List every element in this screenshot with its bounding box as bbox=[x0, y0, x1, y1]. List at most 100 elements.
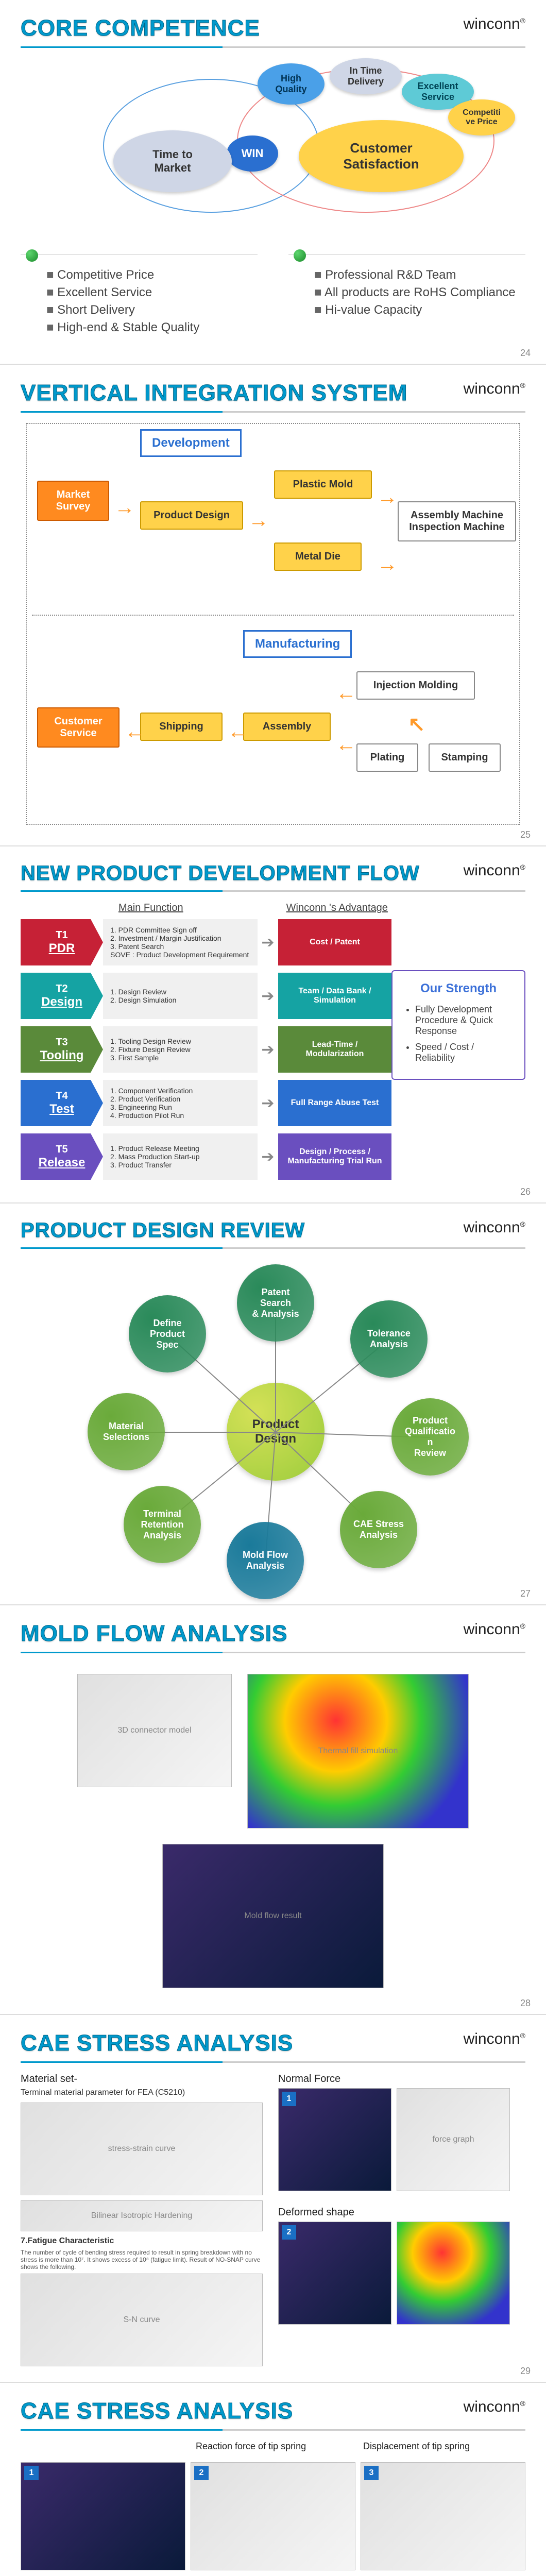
npd-row: T1PDR 1. PDR Committee Sign off2. Invest… bbox=[21, 919, 525, 965]
stage-badge: T5Release bbox=[21, 1133, 103, 1180]
arrow-icon: ➔ bbox=[258, 919, 278, 965]
right-bullet-box: Professional R&D Team All products are Ro… bbox=[288, 254, 525, 348]
deformed-shape-heading: Deformed shape bbox=[278, 2207, 520, 2218]
brand-logo: winconn® bbox=[464, 1219, 525, 1236]
bullet-item: Competitive Price bbox=[46, 268, 252, 282]
brand-logo: winconn® bbox=[464, 2398, 525, 2416]
bilinear-table: Bilinear Isotropic Hardening bbox=[21, 2200, 263, 2231]
slide-cae-2: CAE STRESS ANALYSIS winconn® Reaction fo… bbox=[0, 2383, 546, 2576]
reaction-force-label: Reaction force of tip spring bbox=[196, 2441, 358, 2452]
arrow-icon: → bbox=[248, 509, 269, 532]
stage-badge: T1PDR bbox=[21, 919, 103, 965]
oval-cust: Customer Satisfaction bbox=[299, 120, 464, 192]
page-number: 27 bbox=[520, 1588, 531, 1599]
flow-node-st: Stamping bbox=[429, 743, 501, 772]
flow-node-am: Assembly Machine Inspection Machine bbox=[398, 501, 516, 541]
npd-row: T5Release 1. Product Release Meeting2. M… bbox=[21, 1133, 525, 1180]
review-node: Mold Flow Analysis bbox=[227, 1522, 304, 1599]
material-set-heading: Material set- bbox=[21, 2073, 263, 2085]
arrow-icon: ➔ bbox=[258, 1133, 278, 1180]
slide-title: CAE STRESS ANALYSIS bbox=[21, 2398, 293, 2424]
page-number: 24 bbox=[520, 348, 531, 359]
stage-functions: 1. Design Review2. Design Simulation bbox=[103, 973, 258, 1019]
force-shape-col: Normal Force 1 force graph Deformed shap… bbox=[278, 2073, 520, 2366]
slide-title: CORE COMPETENCE bbox=[21, 15, 260, 41]
slide-mold-flow: MOLD FLOW ANALYSIS winconn® 3D connector… bbox=[0, 1605, 546, 2015]
normal-force-graph: force graph bbox=[397, 2088, 510, 2191]
stage-advantage: Team / Data Bank / Simulation bbox=[278, 973, 391, 1019]
strength-title: Our Strength bbox=[403, 981, 514, 996]
displacement-label: Displacement of tip spring bbox=[363, 2441, 525, 2452]
oval-it: In Time Delivery bbox=[330, 58, 402, 94]
mold-flow-images: 3D connector modelThermal fill simulatio… bbox=[21, 1664, 525, 1998]
page-number: 29 bbox=[520, 2366, 531, 2377]
page-number: 28 bbox=[520, 1998, 531, 2009]
brand-logo: winconn® bbox=[464, 380, 525, 398]
left-bullet-box: Competitive Price Excellent Service Short … bbox=[21, 254, 258, 348]
flow-node-ms: Market Survey bbox=[37, 481, 109, 521]
simulation-image: Mold flow result bbox=[162, 1844, 384, 1988]
slide-cae-1: CAE STRESS ANALYSIS winconn® Material se… bbox=[0, 2015, 546, 2383]
normal-force-heading: Normal Force bbox=[278, 2073, 520, 2085]
strength-item: Fully Development Procedure & Quick Resp… bbox=[415, 1004, 514, 1037]
arrow-icon: ➔ bbox=[258, 1080, 278, 1126]
arrow-icon: ← bbox=[125, 720, 145, 743]
flow-node-im: Injection Molding bbox=[356, 671, 475, 700]
slide-vertical-integration: VERTICAL INTEGRATION SYSTEM winconn® Dev… bbox=[0, 365, 546, 846]
slide-title: PRODUCT DESIGN REVIEW bbox=[21, 1219, 305, 1242]
stage-badge: T4Test bbox=[21, 1080, 103, 1126]
slide-title: MOLD FLOW ANALYSIS bbox=[21, 1621, 287, 1647]
review-node: Patent Search & Analysis bbox=[237, 1264, 314, 1342]
oval-win: WIN bbox=[227, 135, 278, 172]
fatigue-note: The number of cycle of bending stress re… bbox=[21, 2249, 263, 2270]
bullet-item: Short Delivery bbox=[46, 303, 252, 317]
normal-force-render: 1 bbox=[278, 2088, 391, 2191]
bullet-item: Excellent Service bbox=[46, 285, 252, 300]
integration-flow-diagram: DevelopmentManufacturingMarket SurveyPro… bbox=[26, 423, 520, 825]
stage-badge: T2Design bbox=[21, 973, 103, 1019]
stress-strain-chart: stress-strain curve bbox=[21, 2103, 263, 2195]
review-node: CAE Stress Analysis bbox=[340, 1491, 417, 1568]
stage-badge: T3Tooling bbox=[21, 1026, 103, 1073]
arrow-icon: → bbox=[377, 486, 398, 509]
stage-advantage: Full Range Abuse Test bbox=[278, 1080, 391, 1126]
arrow-icon: ➔ bbox=[258, 973, 278, 1019]
strength-item: Speed / Cost / Reliability bbox=[415, 1042, 514, 1063]
simulation-image: 3D connector model bbox=[77, 1674, 232, 1787]
flow-node-sh: Shipping bbox=[140, 713, 223, 741]
section-label-mfg: Manufacturing bbox=[243, 630, 352, 658]
arrow-icon: → bbox=[377, 553, 398, 576]
stage-advantage: Lead-Time / Modularization bbox=[278, 1026, 391, 1073]
flow-node-cs: Customer Service bbox=[37, 707, 120, 748]
cae-grid: 123Permanent Set-Simulation456 bbox=[21, 2452, 525, 2576]
page-number: 25 bbox=[520, 829, 531, 840]
deformed-render: 2 bbox=[278, 2222, 391, 2325]
design-review-radial: Product Design Patent Search & AnalysisT… bbox=[21, 1259, 525, 1589]
cae-result-image: 2 bbox=[191, 2462, 355, 2570]
material-param-label: Terminal material parameter for FEA (C52… bbox=[21, 2088, 263, 2097]
flow-node-pm: Plastic Mold bbox=[274, 470, 372, 499]
brand-logo: winconn® bbox=[464, 862, 525, 879]
arrow-icon: → bbox=[114, 496, 135, 519]
bullet-item: All products are RoHS Compliance bbox=[314, 285, 520, 300]
bullet-item: Professional R&D Team bbox=[314, 268, 520, 282]
slide-npd-flow: NEW PRODUCT DEVELOPMENT FLOW winconn® Ma… bbox=[0, 846, 546, 1204]
cae-result-image: 1 bbox=[21, 2462, 185, 2570]
bullet-item: High-end & Stable Quality bbox=[46, 320, 252, 335]
deformed-contour bbox=[397, 2222, 510, 2325]
arrow-icon: ← bbox=[336, 733, 356, 756]
flow-node-pd: Product Design bbox=[140, 501, 243, 530]
arrow-icon: ← bbox=[336, 682, 356, 705]
review-node: Product Qualificatio n Review bbox=[391, 1398, 469, 1476]
col-header-adv: Winconn 's Advantage bbox=[286, 902, 388, 914]
npd-row: T4Test 1. Component Verification2. Produ… bbox=[21, 1080, 525, 1126]
cae-result-image: 3 bbox=[361, 2462, 525, 2570]
simulation-image: Thermal fill simulation bbox=[247, 1674, 469, 1828]
slide-product-design-review: PRODUCT DESIGN REVIEW winconn® Product D… bbox=[0, 1204, 546, 1605]
slide-title: CAE STRESS ANALYSIS bbox=[21, 2030, 293, 2056]
material-set-col: Material set- Terminal material paramete… bbox=[21, 2073, 263, 2366]
review-node: Terminal Retention Analysis bbox=[124, 1486, 201, 1563]
flow-node-pl: Plating bbox=[356, 743, 418, 772]
stage-functions: 1. Tooling Design Review2. Fixture Desig… bbox=[103, 1026, 258, 1073]
oval-time: Time to Market bbox=[113, 130, 232, 192]
